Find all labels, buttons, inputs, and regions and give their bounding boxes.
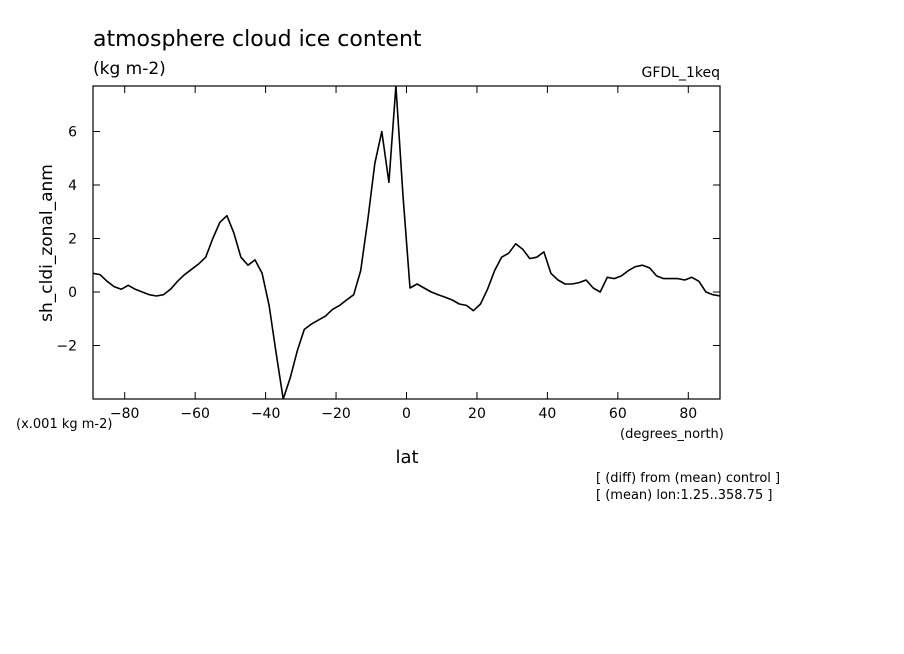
y-tick-label: 2 [68,231,77,247]
x-axis-ticks: −80 −60 −40 −20 0 20 40 60 80 [110,86,697,422]
x-tick-label: 40 [538,406,556,422]
x-axis-label: lat [395,447,418,468]
y-tick-label: 6 [68,124,77,140]
x-tick-label: 0 [402,406,411,422]
y-axis-ticks: −2 0 2 4 6 [56,124,720,354]
note-line-1: [ (diff) from (mean) control ] [596,471,780,486]
chart-units: (kg m-2) [93,59,166,79]
x-tick-label: −40 [251,406,281,422]
chart-title: atmosphere cloud ice content [93,27,422,52]
scale-note: (x.001 kg m-2) [16,417,112,432]
series-layer [93,86,720,399]
model-name: GFDL_1keq [642,65,721,81]
x-tick-label: 60 [609,406,627,422]
note-line-2: [ (mean) lon:1.25..358.75 ] [596,488,772,503]
x-tick-label: 80 [679,406,697,422]
x-tick-label: 20 [468,406,486,422]
series-line-0 [93,86,720,399]
y-axis-label: sh_cldi_zonal_anm [37,164,57,322]
y-tick-label: 4 [68,178,77,194]
x-tick-label: −60 [180,406,210,422]
x-tick-label: −20 [321,406,351,422]
x-tick-label: −80 [110,406,140,422]
y-tick-label: −2 [56,338,77,354]
y-tick-label: 0 [68,285,77,301]
x-units-label: (degrees_north) [620,427,724,442]
